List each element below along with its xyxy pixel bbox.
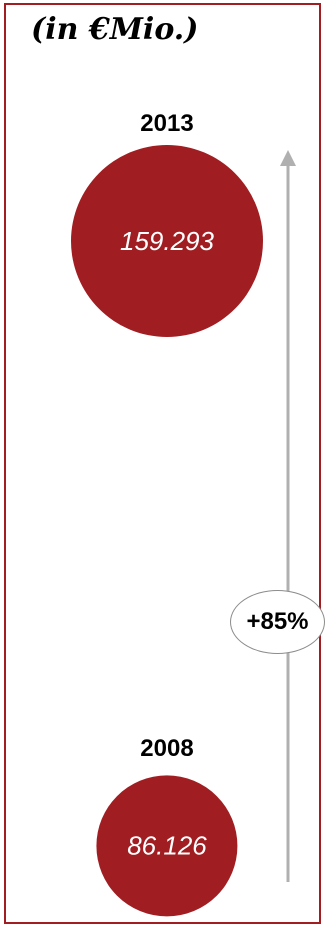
bubble-2008: 86.126 [96, 775, 238, 917]
growth-badge: +85% [230, 590, 325, 654]
growth-label: +85% [246, 608, 309, 635]
bubble-value-2013: 159.293 [120, 225, 214, 256]
year-label-2013: 2013 [140, 110, 194, 137]
bubble-value-2008: 86.126 [127, 830, 207, 861]
unit-label: (in €Mio.) [31, 12, 199, 47]
year-label-2008: 2008 [140, 735, 194, 762]
bubble-2013: 159.293 [71, 145, 263, 337]
